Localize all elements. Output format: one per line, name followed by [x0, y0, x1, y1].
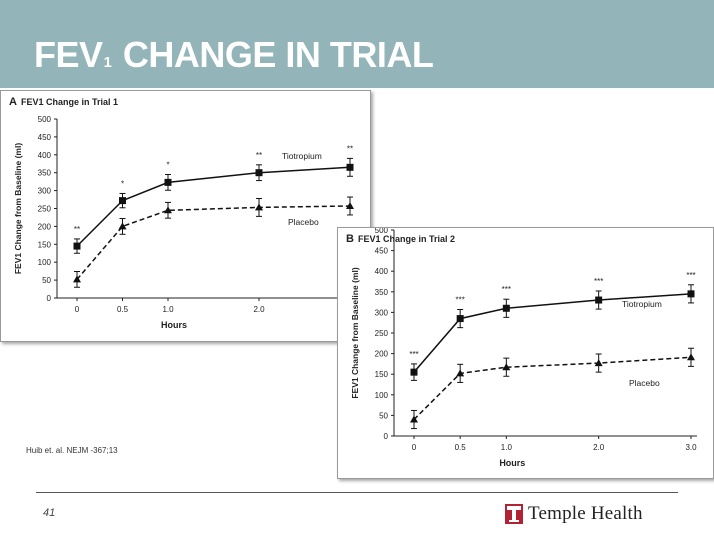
panel-letter: B [346, 233, 354, 245]
x-tick-label: 0 [75, 305, 80, 314]
data-point-tiotropium [346, 163, 354, 171]
chart-panel-trial-2: B FEV1 Change in Trial 2 0 50 100 150 200 250 30… [337, 227, 714, 479]
y-tick-label: 200 [375, 350, 389, 359]
y-tick-label: 500 [375, 228, 389, 235]
series-label-tiotropium: Tiotropium [282, 151, 322, 161]
data-point-tiotropium [255, 169, 263, 177]
x-tick-label: 3.0 [685, 443, 697, 452]
significance-marker: * [121, 179, 124, 188]
x-tick-label: 1.0 [501, 443, 513, 452]
data-point-tiotropium [164, 178, 172, 186]
x-tick-label: 0.5 [455, 443, 467, 452]
data-point-placebo [594, 359, 603, 367]
data-point-tiotropium [410, 368, 418, 376]
significance-marker: * [166, 160, 169, 169]
logo-text: Temple Health [528, 503, 643, 524]
y-tick-label: 300 [375, 308, 389, 317]
data-point-placebo [255, 203, 263, 211]
y-tick-label: 250 [38, 205, 52, 214]
x-tick-label: 2.0 [253, 305, 265, 314]
chart-trial-1: A FEV1 Change in Trial 1 0 50 100 150 200 250 30… [9, 96, 356, 330]
data-point-placebo [346, 201, 354, 209]
chart-panel-trial-1: A FEV1 Change in Trial 1 0 50 100 150 200 250 30… [0, 90, 371, 342]
data-point-tiotropium [502, 304, 510, 312]
series-label-tiotropium: Tiotropium [622, 299, 662, 309]
data-point-placebo [118, 222, 127, 230]
x-tick-label: 0 [412, 443, 417, 452]
data-point-tiotropium [456, 315, 464, 323]
significance-marker: ** [347, 144, 353, 153]
data-point-placebo [73, 275, 81, 283]
x-tick-label: 1.0 [162, 305, 174, 314]
y-tick-label: 450 [38, 133, 52, 142]
x-axis-label: Hours [161, 320, 187, 330]
y-axis-label: FEV1 Change from Baseline (ml) [13, 143, 23, 274]
data-point-tiotropium [119, 197, 126, 205]
slide-title: FEV1 CHANGE IN TRIAL [34, 34, 434, 75]
data-point-tiotropium [687, 290, 695, 298]
y-axis-label: FEV1 Change from Baseline (ml) [350, 267, 360, 398]
significance-marker: ** [256, 151, 262, 160]
y-tick-label: 300 [38, 187, 52, 196]
y-tick-label: 400 [38, 151, 52, 160]
y-tick-label: 50 [379, 411, 388, 420]
temple-health-logo: Temple Health [505, 503, 643, 525]
significance-marker: *** [594, 277, 603, 286]
header-band [0, 0, 714, 88]
data-point-placebo [456, 369, 465, 377]
significance-marker: *** [686, 271, 695, 280]
data-point-placebo [502, 363, 511, 371]
chart-title: FEV1 Change in Trial 1 [21, 97, 118, 107]
series-label-placebo: Placebo [288, 217, 319, 227]
series-line-placebo [413, 356, 692, 421]
y-tick-label: 100 [38, 258, 52, 267]
title-main: FEV [34, 34, 103, 75]
series-label-placebo: Placebo [629, 378, 660, 388]
footer-divider [36, 492, 678, 493]
panel-letter: A [9, 96, 17, 108]
data-point-placebo [164, 206, 172, 214]
y-tick-label: 350 [38, 169, 52, 178]
significance-marker: *** [502, 285, 511, 294]
citation: Huib et. al. NEJM -367;13 [26, 446, 118, 455]
significance-marker: *** [455, 296, 464, 305]
x-tick-label: 2.0 [593, 443, 605, 452]
y-tick-label: 400 [375, 267, 389, 276]
x-axis-label: Hours [499, 458, 525, 468]
y-tick-label: 50 [42, 276, 51, 285]
y-tick-label: 0 [47, 294, 52, 303]
y-tick-label: 150 [38, 240, 52, 249]
title-rest: CHANGE IN TRIAL [113, 34, 434, 75]
x-tick-label: 0.5 [117, 305, 129, 314]
page-number: 41 [43, 507, 56, 519]
y-tick-label: 350 [375, 288, 389, 297]
y-tick-label: 100 [375, 391, 389, 400]
data-point-placebo [410, 415, 418, 423]
y-tick-label: 500 [38, 115, 52, 124]
y-tick-label: 250 [375, 329, 389, 338]
chart-title: FEV1 Change in Trial 2 [358, 234, 455, 244]
y-tick-label: 150 [375, 370, 389, 379]
significance-marker: *** [409, 350, 418, 359]
data-point-placebo [687, 353, 695, 361]
y-tick-label: 200 [38, 222, 52, 231]
y-tick-label: 0 [384, 432, 389, 441]
significance-marker: ** [74, 225, 80, 234]
title-subscript: 1 [103, 54, 112, 71]
data-point-tiotropium [73, 242, 81, 250]
y-tick-label: 450 [375, 247, 389, 256]
chart-trial-2: B FEV1 Change in Trial 2 0 50 100 150 200 250 30… [346, 228, 697, 468]
data-point-tiotropium [595, 296, 603, 304]
temple-t-icon [505, 504, 523, 524]
